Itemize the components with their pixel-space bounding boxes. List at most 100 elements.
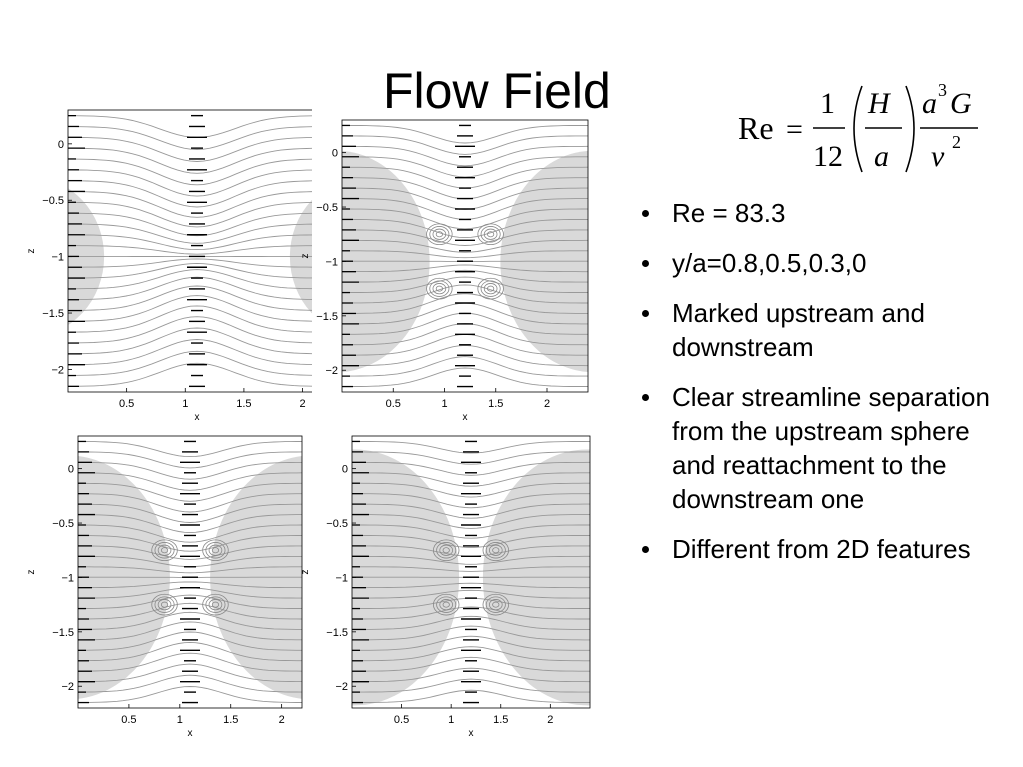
recirculation-loop xyxy=(439,544,454,556)
y-tick-label: −0.5 xyxy=(42,195,64,207)
formula-num3-exp: 3 xyxy=(938,80,947,100)
y-tick-label: −1.5 xyxy=(316,311,338,323)
streamline xyxy=(352,625,590,641)
y-axis-label: z xyxy=(26,249,37,254)
streamline xyxy=(342,293,588,314)
y-tick-label: 0 xyxy=(342,464,348,476)
streamline xyxy=(78,611,302,630)
recirculation-loop xyxy=(485,596,506,613)
recirculation-loop xyxy=(429,226,450,243)
streamline-plot: 0 −0.5 −1 −1.5 −2 0.5 1 1.5 2 x z xyxy=(26,435,303,739)
streamline xyxy=(352,461,590,476)
y-axis-label: z xyxy=(300,570,311,575)
x-axis-label: x xyxy=(469,728,474,739)
streamline xyxy=(78,581,302,589)
markers xyxy=(78,440,200,704)
axes-frame xyxy=(341,119,589,393)
x-tick-label: 2 xyxy=(547,714,553,726)
formula-den2: a xyxy=(874,140,889,173)
streamline xyxy=(68,269,312,290)
recirculation-loop xyxy=(151,593,178,616)
x-tick-label: 0.5 xyxy=(121,714,136,726)
formula-num3-a: a xyxy=(922,87,937,120)
streamline xyxy=(78,641,302,662)
y-tick-label: 0 xyxy=(68,464,74,476)
recirculation-loop xyxy=(439,599,454,611)
bullet-item: Re = 83.3 xyxy=(640,196,1000,230)
streamline xyxy=(68,180,312,208)
streamline xyxy=(68,258,312,268)
streamline xyxy=(352,503,590,519)
streamline xyxy=(78,461,302,480)
formula-den3-nu: ν xyxy=(931,140,945,173)
streamline-plot: 0 −0.5 −1 −1.5 −2 0.5 1 1.5 2 x z xyxy=(300,119,589,423)
streamline xyxy=(352,493,590,509)
recirculation-loop xyxy=(151,539,178,562)
streamline xyxy=(68,245,312,255)
streamline xyxy=(78,493,302,513)
streamline xyxy=(78,621,302,641)
streamline xyxy=(78,674,302,693)
recirculation-loop xyxy=(154,596,175,613)
recirculation-loops xyxy=(426,223,504,300)
recirculation-loop xyxy=(154,542,175,559)
y-axis-label: z xyxy=(300,254,311,259)
bullet-dot-icon xyxy=(642,310,649,317)
reynolds-formula: Re = 1 12 H a a 3 G ν 2 xyxy=(738,80,978,173)
formula-num3-g: G xyxy=(950,87,972,120)
x-axis-label: x xyxy=(188,728,193,739)
recirculation-loop xyxy=(208,544,223,556)
x-tick-label: 1.5 xyxy=(223,714,238,726)
streamline xyxy=(352,667,590,683)
streamline-panel-bottom-left: 0 −0.5 −1 −1.5 −2 0.5 1 1.5 2 x z xyxy=(22,432,312,762)
x-axis-label: x xyxy=(463,412,468,423)
streamline xyxy=(68,212,312,237)
recirculation-loop xyxy=(483,228,498,240)
streamline xyxy=(352,472,590,487)
recirculation-loop xyxy=(208,599,223,611)
y-tick-label: −0.5 xyxy=(326,518,348,530)
recirculation-loop xyxy=(480,280,501,297)
streamline xyxy=(352,656,590,672)
streamlines xyxy=(68,115,312,387)
streamline xyxy=(342,125,588,144)
streamline xyxy=(342,208,588,230)
streamline xyxy=(352,646,590,662)
x-axis-label: x xyxy=(195,412,200,423)
recirculation-loop xyxy=(426,223,453,246)
streamline xyxy=(342,219,588,239)
bullet-dot-icon xyxy=(642,260,649,267)
recirculation-loop xyxy=(492,601,500,608)
streamline xyxy=(342,135,588,155)
streamline xyxy=(352,582,590,589)
streamline xyxy=(68,285,312,311)
y-tick-label: −1 xyxy=(51,252,64,264)
streamlines xyxy=(78,441,302,703)
recirculation-loop xyxy=(157,544,172,556)
formula-num1: 1 xyxy=(820,87,835,120)
recirculation-loop xyxy=(211,601,220,608)
bullet-dot-icon xyxy=(642,394,649,401)
bullet-item: Different from 2D features xyxy=(640,532,1000,566)
x-tick-label: 2 xyxy=(299,398,305,410)
streamline-panel-bottom-right: 0 −0.5 −1 −1.5 −2 0.5 1 1.5 2 x z xyxy=(296,432,596,762)
recirculation-loop xyxy=(483,283,498,295)
bullet-item: y/a=0.8,0.5,0.3,0 xyxy=(640,246,1000,280)
streamline xyxy=(352,555,590,565)
streamline-plot: 0 −0.5 −1 −1.5 −2 0.5 1 1.5 2 x z xyxy=(300,435,591,739)
streamline xyxy=(352,440,590,454)
streamline xyxy=(68,223,312,244)
x-tick-label: 2 xyxy=(544,398,550,410)
streamline xyxy=(342,145,588,167)
streamlines xyxy=(352,440,590,703)
y-axis-label: z xyxy=(26,570,37,575)
y-tick-label: −1 xyxy=(325,256,338,268)
streamline xyxy=(68,316,312,344)
recirculation-loop xyxy=(488,599,503,611)
streamline xyxy=(68,158,312,186)
streamline xyxy=(352,535,590,549)
recirculation-loop xyxy=(436,542,457,559)
y-tick-label: −2 xyxy=(61,681,74,693)
recirculation-loops xyxy=(151,539,229,616)
recirculation-loop xyxy=(487,285,495,292)
